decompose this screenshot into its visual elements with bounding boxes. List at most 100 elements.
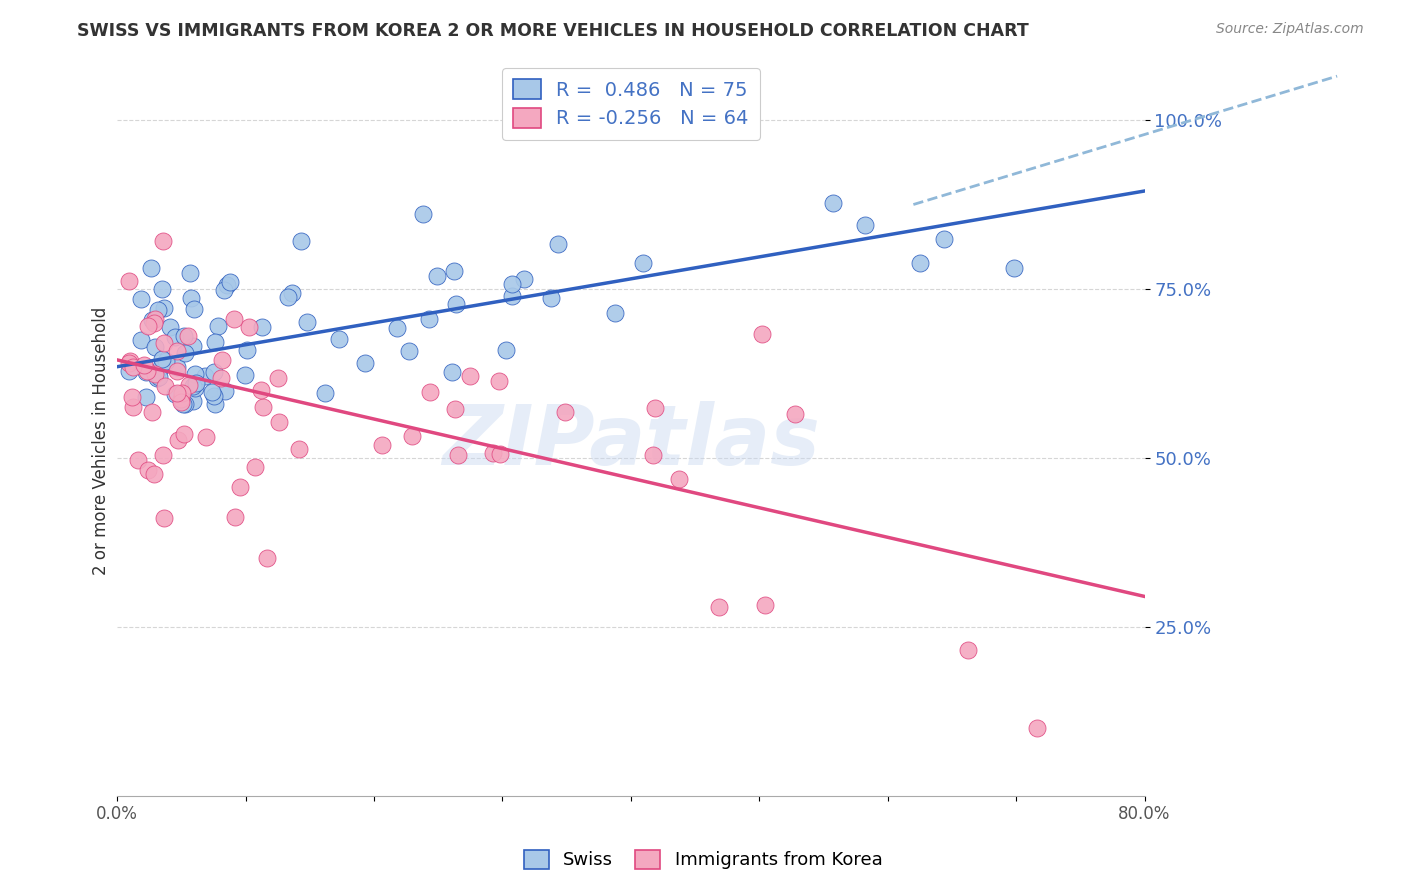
- Point: [460, 368, 482, 383]
- Point: [159, 320, 181, 334]
- Point: [250, 383, 273, 397]
- Point: [177, 329, 200, 343]
- Point: [443, 264, 465, 278]
- Point: [179, 266, 201, 280]
- Point: [181, 378, 204, 392]
- Point: [121, 359, 143, 374]
- Point: [401, 429, 423, 443]
- Point: [166, 359, 188, 374]
- Point: [135, 365, 157, 379]
- Point: [136, 318, 159, 333]
- Point: [202, 365, 225, 379]
- Point: [1002, 261, 1025, 276]
- Point: [141, 261, 163, 276]
- Point: [554, 405, 576, 419]
- Point: [212, 283, 235, 297]
- Point: [209, 370, 232, 384]
- Point: [122, 400, 145, 414]
- Point: [488, 375, 510, 389]
- Point: [287, 442, 309, 456]
- Point: [489, 447, 512, 461]
- Point: [184, 367, 207, 381]
- Point: [229, 480, 252, 494]
- Point: [170, 385, 193, 400]
- Point: [136, 364, 159, 378]
- Point: [129, 293, 152, 307]
- Point: [207, 319, 229, 334]
- Point: [412, 206, 434, 220]
- Legend: R =  0.486   N = 75, R = -0.256   N = 64: R = 0.486 N = 75, R = -0.256 N = 64: [502, 68, 761, 140]
- Point: [709, 599, 731, 614]
- Point: [603, 306, 626, 320]
- Point: [314, 386, 336, 401]
- Point: [183, 339, 205, 353]
- Point: [233, 368, 256, 382]
- Point: [644, 401, 666, 416]
- Point: [152, 235, 174, 249]
- Point: [180, 292, 202, 306]
- Point: [495, 343, 517, 357]
- Point: [141, 405, 163, 419]
- Point: [148, 369, 170, 384]
- Point: [135, 390, 157, 404]
- Point: [173, 346, 195, 360]
- Point: [224, 509, 246, 524]
- Point: [447, 449, 470, 463]
- Point: [444, 297, 467, 311]
- Point: [170, 392, 193, 406]
- Point: [155, 354, 177, 368]
- Point: [142, 316, 165, 330]
- Point: [501, 277, 523, 292]
- Point: [281, 285, 304, 300]
- Point: [150, 360, 173, 375]
- Point: [751, 327, 773, 342]
- Point: [152, 448, 174, 462]
- Point: [129, 333, 152, 347]
- Point: [426, 268, 449, 283]
- Point: [501, 289, 523, 303]
- Point: [932, 232, 955, 246]
- Point: [418, 312, 440, 326]
- Point: [136, 463, 159, 477]
- Point: [218, 275, 240, 289]
- Point: [481, 445, 503, 459]
- Point: [243, 460, 266, 475]
- Point: [853, 218, 876, 232]
- Point: [441, 365, 464, 379]
- Point: [166, 364, 188, 378]
- Point: [134, 358, 156, 372]
- Point: [202, 389, 225, 403]
- Point: [252, 401, 274, 415]
- Point: [211, 352, 233, 367]
- Point: [328, 332, 350, 346]
- Point: [121, 390, 143, 404]
- Point: [170, 395, 193, 409]
- Point: [256, 550, 278, 565]
- Point: [277, 290, 299, 304]
- Point: [181, 394, 204, 409]
- Point: [153, 301, 176, 315]
- Text: SWISS VS IMMIGRANTS FROM KOREA 2 OR MORE VEHICLES IN HOUSEHOLD CORRELATION CHART: SWISS VS IMMIGRANTS FROM KOREA 2 OR MORE…: [77, 22, 1029, 40]
- Point: [118, 354, 141, 368]
- Point: [238, 319, 260, 334]
- Text: ZIPatlas: ZIPatlas: [441, 401, 820, 482]
- Point: [118, 356, 141, 370]
- Point: [204, 335, 226, 350]
- Point: [215, 278, 238, 293]
- Point: [195, 430, 218, 444]
- Point: [1025, 721, 1047, 735]
- Point: [754, 598, 776, 612]
- Point: [267, 371, 290, 385]
- Point: [166, 386, 188, 401]
- Point: [267, 416, 290, 430]
- Point: [444, 401, 467, 416]
- Point: [641, 448, 664, 462]
- Point: [118, 274, 141, 288]
- Point: [143, 340, 166, 354]
- Point: [166, 344, 188, 359]
- Point: [201, 384, 224, 399]
- Point: [910, 255, 932, 269]
- Point: [419, 384, 441, 399]
- Point: [145, 371, 167, 385]
- Point: [204, 397, 226, 411]
